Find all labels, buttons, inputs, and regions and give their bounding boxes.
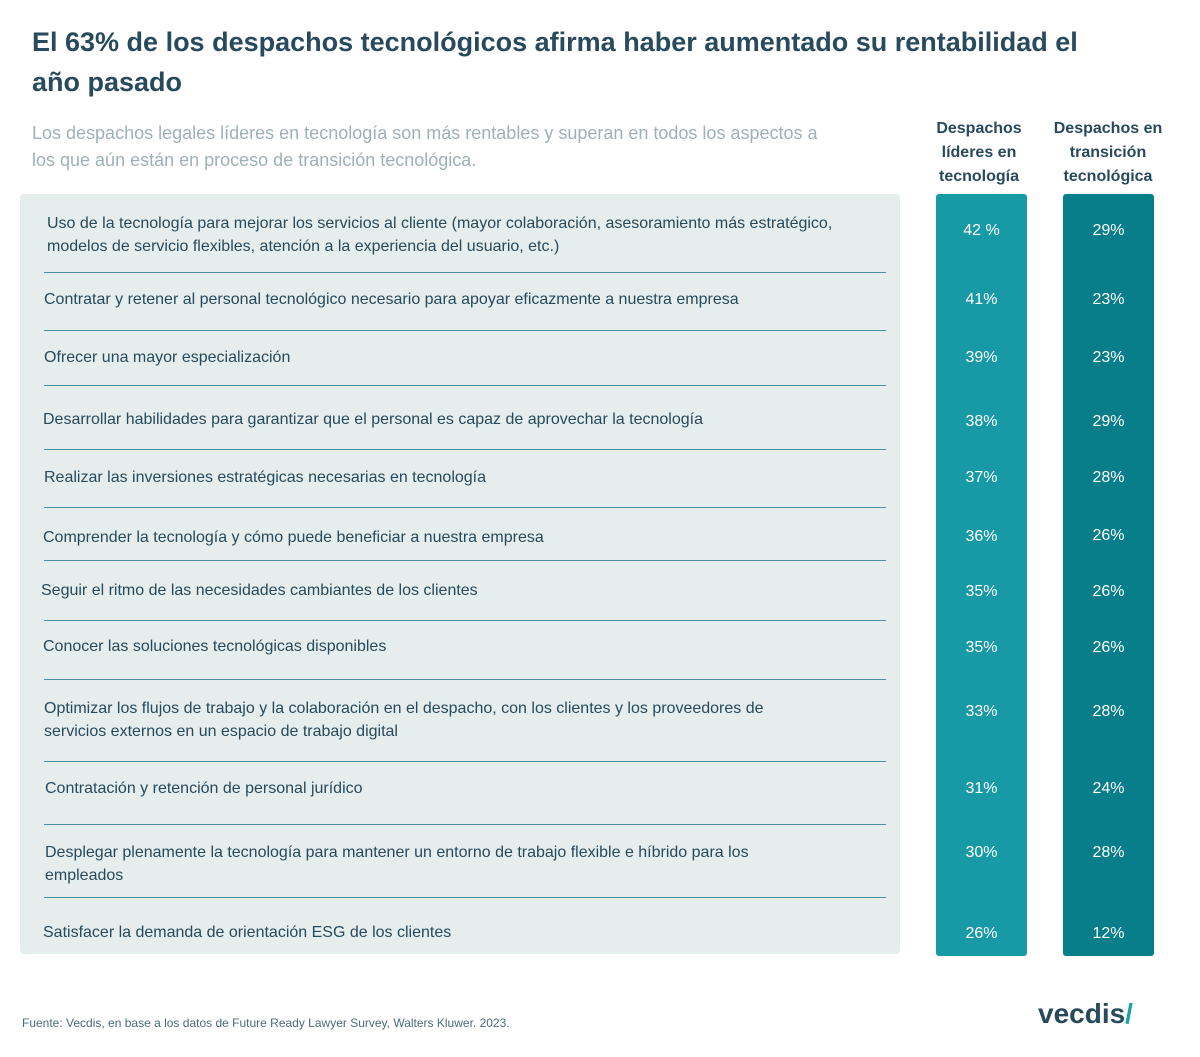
row-divider — [44, 824, 886, 825]
value-transition: 24% — [1092, 780, 1125, 797]
row-label: Contratar y retener al personal tecnológ… — [44, 291, 739, 308]
row-label: Desplegar plenamente la tecnología para … — [45, 844, 749, 884]
row-divider — [44, 507, 886, 508]
value-transition: 26% — [1092, 639, 1125, 656]
value-transition: 26% — [1092, 527, 1125, 544]
row-divider — [44, 679, 886, 680]
row-label: Uso de la tecnología para mejorar los se… — [47, 215, 833, 255]
column-header-leaders: Despachos líderes en tecnología — [936, 120, 1022, 185]
row-divider — [44, 897, 886, 898]
transition-column-bar — [1063, 194, 1154, 956]
value-transition: 23% — [1092, 349, 1125, 366]
value-leaders: 39% — [965, 349, 998, 366]
value-transition: 29% — [1092, 222, 1125, 239]
row-divider — [44, 761, 886, 762]
value-leaders: 26% — [965, 925, 998, 942]
row-divider — [44, 272, 886, 273]
value-leaders: 35% — [965, 639, 998, 656]
value-leaders: 33% — [965, 703, 998, 720]
chart-title: El 63% de los despachos tecnológicos afi… — [32, 27, 1078, 97]
value-transition: 26% — [1092, 583, 1125, 600]
value-leaders: 42 % — [963, 222, 1000, 239]
row-label: Seguir el ritmo de las necesidades cambi… — [41, 582, 478, 599]
value-transition: 29% — [1092, 413, 1125, 430]
row-label: Conocer las soluciones tecnológicas disp… — [43, 638, 387, 655]
value-leaders: 31% — [965, 780, 998, 797]
row-label: Optimizar los flujos de trabajo y la col… — [44, 700, 764, 740]
value-leaders: 38% — [965, 413, 998, 430]
value-transition: 28% — [1092, 469, 1125, 486]
chart-subtitle: Los despachos legales líderes en tecnolo… — [32, 123, 818, 170]
value-leaders: 37% — [965, 469, 998, 486]
column-header-transition: Despachos en transición tecnológica — [1053, 120, 1163, 185]
value-leaders: 35% — [965, 583, 998, 600]
labels-panel — [20, 194, 900, 954]
row-label: Satisfacer la demanda de orientación ESG… — [43, 924, 452, 941]
source-note: Fuente: Vecdis, en base a los datos de F… — [22, 1016, 510, 1030]
row-label: Comprender la tecnología y cómo puede be… — [43, 529, 544, 546]
value-leaders: 30% — [965, 844, 998, 861]
value-transition: 28% — [1092, 844, 1125, 861]
row-label: Contratación y retención de personal jur… — [45, 780, 363, 797]
row-divider — [44, 385, 886, 386]
row-divider — [44, 620, 886, 621]
value-transition: 12% — [1092, 925, 1125, 942]
value-transition: 28% — [1092, 703, 1125, 720]
value-leaders: 36% — [965, 528, 998, 545]
row-label: Desarrollar habilidades para garantizar … — [43, 411, 703, 428]
row-divider — [44, 560, 886, 561]
value-transition: 23% — [1092, 291, 1125, 308]
row-label: Ofrecer una mayor especialización — [44, 349, 291, 366]
vecdis-logo: vecdis/ — [1038, 998, 1133, 1029]
value-leaders: 41% — [965, 291, 998, 308]
row-label: Realizar las inversiones estratégicas ne… — [44, 469, 487, 486]
leaders-column-bar — [936, 194, 1027, 956]
row-divider — [44, 449, 886, 450]
row-divider — [44, 330, 886, 331]
